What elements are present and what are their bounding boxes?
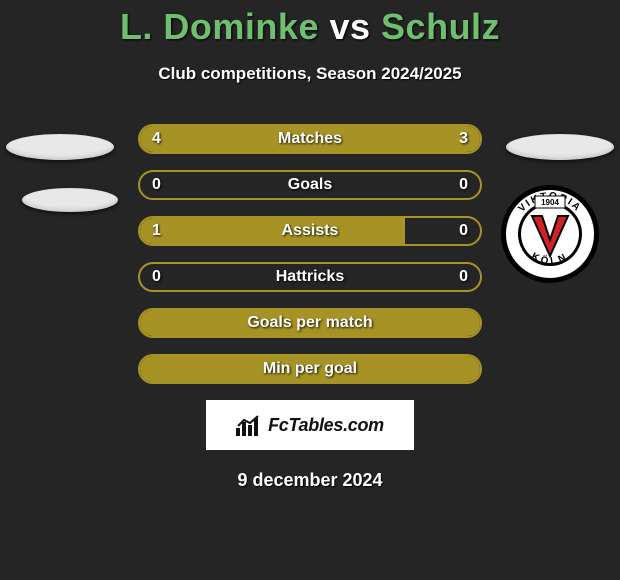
stat-value-right: 0 <box>459 218 468 244</box>
player1-club-placeholder-icon <box>22 188 118 212</box>
player2-name: Schulz <box>381 6 500 47</box>
snapshot-date: 9 december 2024 <box>0 470 620 491</box>
player2-club-badge: VIKTORIA KÖLN 1904 <box>500 184 600 284</box>
stat-label: Assists <box>140 218 480 244</box>
stat-row: Hattricks0 0 <box>138 262 482 292</box>
stat-value-left: 0 <box>152 172 161 198</box>
player2-placeholder-icon <box>506 134 614 160</box>
badge-year: 1904 <box>541 198 559 207</box>
stat-value-right: 3 <box>459 126 468 152</box>
stat-label: Min per goal <box>140 356 480 382</box>
stat-label: Goals per match <box>140 310 480 336</box>
stat-label: Matches <box>140 126 480 152</box>
player1-name: L. Dominke <box>120 6 319 47</box>
fctables-logo-icon <box>236 414 262 436</box>
stat-row: Goals0 0 <box>138 170 482 200</box>
stat-value-right: 0 <box>459 172 468 198</box>
stat-label: Hattricks <box>140 264 480 290</box>
stat-row: Goals per match <box>138 308 482 338</box>
stat-value-right: 0 <box>459 264 468 290</box>
stat-value-left: 1 <box>152 218 161 244</box>
brand-bar: FcTables.com <box>206 400 414 450</box>
stat-value-left: 0 <box>152 264 161 290</box>
stat-row: Min per goal <box>138 354 482 384</box>
comparison-subtitle: Club competitions, Season 2024/2025 <box>0 64 620 84</box>
stat-label: Goals <box>140 172 480 198</box>
vs-separator: vs <box>329 6 370 47</box>
comparison-stage: VIKTORIA KÖLN 1904 Matches43Goals00Assis… <box>0 124 620 384</box>
player1-placeholder-icon <box>6 134 114 160</box>
comparison-bars: Matches43Goals00Assists10Hattricks00Goal… <box>138 124 482 384</box>
stat-value-left: 4 <box>152 126 161 152</box>
brand-text: FcTables.com <box>268 415 384 436</box>
stat-row: Assists1 0 <box>138 216 482 246</box>
stat-row: Matches4 3 <box>138 124 482 154</box>
comparison-title: L. Dominke vs Schulz <box>0 0 620 48</box>
